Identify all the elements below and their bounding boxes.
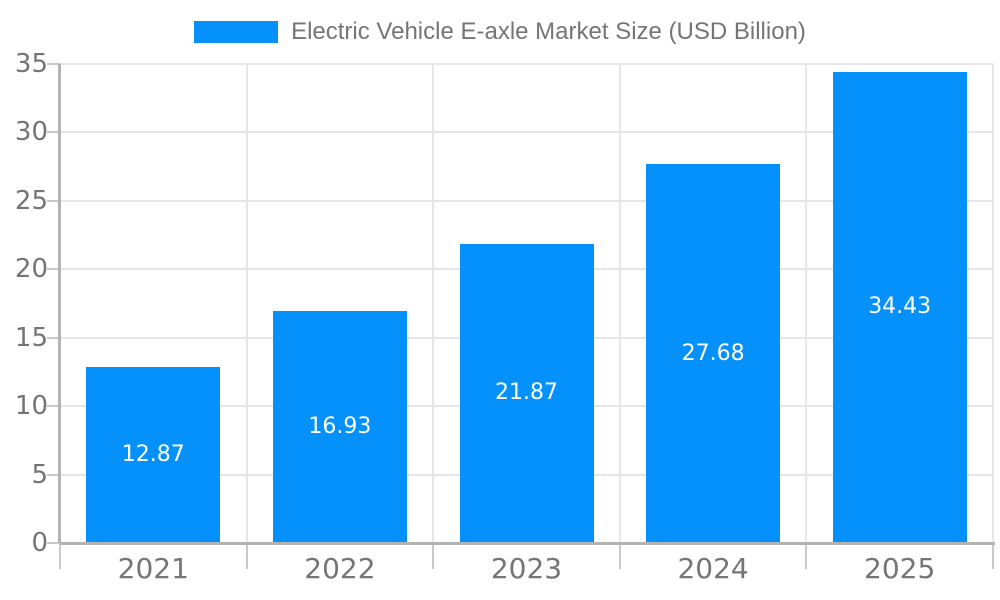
- x-gridline: [618, 64, 621, 543]
- y-axis-label: 30: [14, 117, 48, 148]
- x-axis-tick: [805, 544, 808, 569]
- bar-value-label: 12.87: [121, 441, 185, 467]
- x-gridline: [245, 64, 248, 543]
- y-gridline: [60, 199, 993, 202]
- y-axis-tick: [47, 542, 60, 544]
- y-axis-tick: [47, 199, 60, 202]
- y-gridline: [60, 131, 993, 134]
- bar-value-label: 16.93: [308, 414, 372, 440]
- x-axis-tick: [432, 544, 435, 569]
- bar: [459, 243, 594, 543]
- x-gridline: [992, 64, 994, 543]
- y-gridline: [60, 63, 993, 65]
- bar-value-label: 21.87: [495, 380, 558, 406]
- y-axis-label: 15: [14, 322, 48, 353]
- x-axis-tick: [245, 544, 248, 569]
- bar: [272, 311, 407, 543]
- x-axis-label: 2022: [304, 552, 376, 585]
- bar-value-label: 34.43: [868, 294, 932, 320]
- x-axis-label: 2025: [864, 552, 936, 585]
- legend-swatch: [194, 21, 279, 43]
- x-axis-tick: [992, 544, 994, 569]
- x-gridline: [432, 64, 435, 543]
- x-axis-line: [60, 542, 995, 545]
- y-axis-tick: [47, 336, 60, 339]
- y-axis-label: 20: [14, 254, 48, 285]
- x-gridline: [805, 64, 808, 543]
- y-axis-tick: [47, 131, 60, 134]
- x-axis-label: 2021: [117, 552, 189, 585]
- legend: Electric Vehicle E-axle Market Size (USD…: [0, 19, 1000, 45]
- bar: [86, 366, 221, 543]
- y-axis-label: 10: [14, 391, 48, 422]
- y-axis-label: 35: [14, 49, 48, 79]
- legend-label: Electric Vehicle E-axle Market Size (USD…: [291, 18, 806, 45]
- x-axis-tick: [618, 544, 621, 569]
- x-axis-tick: [59, 544, 61, 569]
- x-axis-label: 2024: [677, 552, 749, 585]
- bar-value-label: 27.68: [681, 340, 745, 366]
- y-axis-tick: [47, 473, 60, 476]
- y-axis-label: 25: [14, 185, 48, 216]
- y-axis-line: [58, 64, 61, 543]
- y-axis-tick: [47, 268, 60, 271]
- y-axis-tick: [47, 63, 60, 65]
- y-axis-label: 5: [31, 459, 48, 490]
- bar: [646, 164, 781, 543]
- x-axis-label: 2023: [490, 552, 563, 585]
- y-axis-label: 0: [31, 528, 48, 558]
- y-axis-tick: [47, 405, 60, 408]
- bar: [832, 71, 967, 543]
